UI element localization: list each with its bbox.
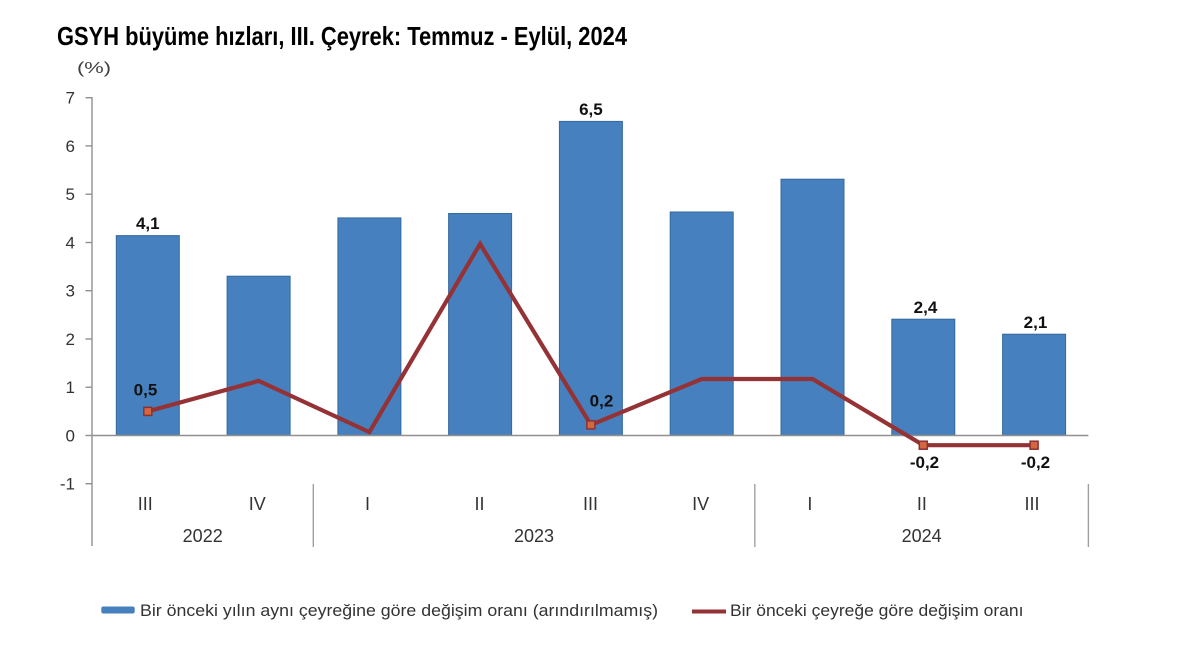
svg-text:3: 3 [66,282,75,301]
svg-text:III: III [583,494,598,514]
svg-text:IV: IV [692,494,709,514]
svg-text:III: III [138,494,153,514]
svg-text:-0,2: -0,2 [1021,453,1050,472]
svg-text:5: 5 [66,185,75,204]
svg-text:I: I [807,494,812,514]
svg-text:III: III [1024,494,1039,514]
svg-text:-1: -1 [60,475,75,494]
svg-text:IV: IV [249,494,266,514]
svg-text:-0,2: -0,2 [910,453,939,472]
svg-text:2,4: 2,4 [914,298,938,317]
svg-text:2,1: 2,1 [1024,313,1048,332]
svg-text:I: I [365,494,370,514]
svg-text:0,5: 0,5 [134,381,158,400]
svg-text:7: 7 [66,89,75,108]
svg-text:Bir önceki çeyreğe göre değişi: Bir önceki çeyreğe göre değişim oranı [730,601,1024,620]
svg-text:II: II [917,494,927,514]
svg-text:2024: 2024 [902,526,942,546]
svg-text:6,5: 6,5 [579,100,603,119]
svg-text:(%): (%) [77,60,111,77]
svg-text:2: 2 [66,330,75,349]
svg-text:4,1: 4,1 [136,214,160,233]
svg-text:6: 6 [66,137,75,156]
svg-text:0,2: 0,2 [590,391,614,410]
svg-text:II: II [474,494,484,514]
svg-text:0: 0 [66,427,75,446]
svg-text:2022: 2022 [183,526,223,546]
svg-text:Bir önceki yılın aynı çeyreğin: Bir önceki yılın aynı çeyreğine göre değ… [140,601,658,620]
svg-text:GSYH büyüme hızları, III. Çeyr: GSYH büyüme hızları, III. Çeyrek: Temmuz… [57,21,627,51]
svg-text:1: 1 [66,378,75,397]
svg-text:4: 4 [66,234,75,253]
svg-text:2023: 2023 [514,526,554,546]
